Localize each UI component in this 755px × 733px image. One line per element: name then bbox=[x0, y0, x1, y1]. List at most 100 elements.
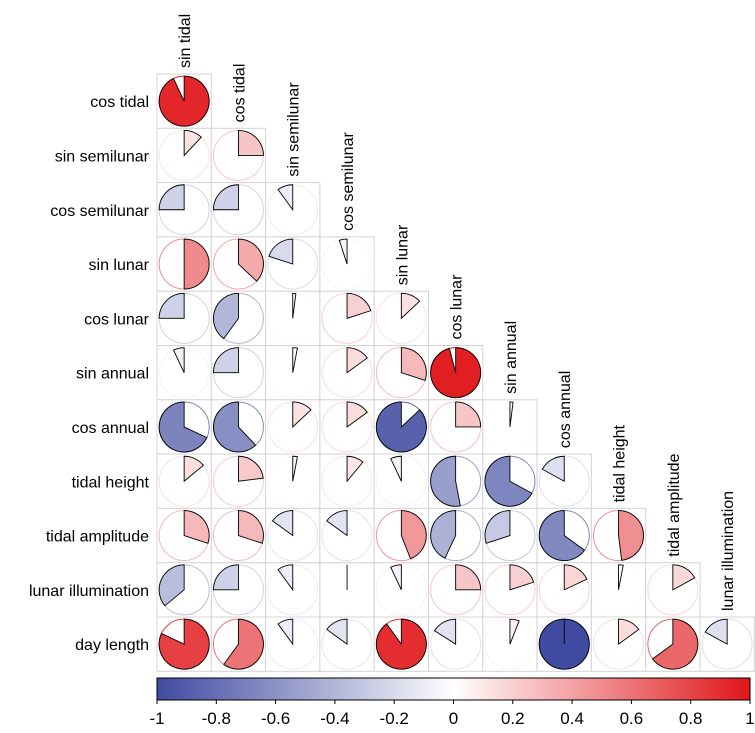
cell-tidal-height-vs-cos-tidal bbox=[210, 453, 267, 509]
row-label-cos-lunar: cos lunar bbox=[84, 311, 150, 328]
correlation-pie bbox=[538, 510, 586, 561]
cell-cos-annual-vs-sin-semilunar bbox=[265, 399, 321, 455]
correlation-pie bbox=[158, 292, 185, 319]
cell-tidal-amplitude-vs-sin-semilunar bbox=[265, 507, 321, 564]
cell-day-length-vs-tidal-height bbox=[590, 616, 647, 672]
cell-sin-annual-vs-cos-tidal bbox=[210, 345, 267, 401]
cell-tidal-amplitude-vs-sin-annual bbox=[482, 507, 538, 564]
colorbar-tick-label: -1 bbox=[149, 709, 164, 728]
row-label-sin-annual: sin annual bbox=[76, 366, 149, 383]
correlation-pie bbox=[183, 129, 202, 157]
colorbar-tick-label: -0.6 bbox=[261, 709, 290, 728]
cell-lunar-illumination-vs-sin-lunar bbox=[373, 562, 430, 618]
row-label-sin-semilunar: sin semilunar bbox=[55, 148, 150, 165]
cell-cos-semilunar-vs-sin-semilunar bbox=[265, 182, 321, 238]
correlation-pie bbox=[223, 618, 264, 670]
column-label-sin-tidal: sin tidal bbox=[177, 14, 194, 68]
cell-lunar-illumination-vs-cos-tidal bbox=[210, 562, 267, 618]
colorbar-tick-label: 0 bbox=[449, 709, 458, 728]
correlation-pie bbox=[212, 292, 239, 340]
correlation-pie bbox=[618, 618, 640, 646]
colorbar-tick-label: 0.6 bbox=[620, 709, 644, 728]
column-label-tidal-height: tidal height bbox=[612, 424, 629, 502]
correlation-pie bbox=[158, 564, 185, 607]
cell-cos-semilunar-vs-sin-tidal bbox=[156, 182, 212, 238]
correlation-pie bbox=[238, 510, 264, 544]
cell-lunar-illumination-vs-tidal-height bbox=[590, 562, 647, 618]
correlation-pie bbox=[183, 510, 210, 544]
cell-cos-annual-vs-sin-annual bbox=[482, 399, 538, 455]
cell-day-length-vs-cos-lunar bbox=[428, 616, 484, 672]
cell-tidal-height-vs-cos-annual bbox=[536, 453, 592, 509]
correlation-pie bbox=[346, 347, 368, 374]
cell-day-length-vs-sin-lunar bbox=[373, 616, 430, 672]
cell-tidal-amplitude-vs-sin-lunar bbox=[373, 507, 430, 564]
row-label-cos-annual: cos annual bbox=[72, 420, 149, 437]
correlation-pie bbox=[430, 347, 482, 399]
cell-tidal-height-vs-sin-annual bbox=[482, 453, 538, 509]
cell-cos-annual-vs-cos-tidal bbox=[210, 399, 267, 455]
cell-tidal-amplitude-vs-sin-tidal bbox=[156, 507, 212, 564]
cell-cos-annual-vs-sin-tidal bbox=[156, 399, 212, 455]
correlation-pie bbox=[346, 292, 372, 319]
correlation-pie bbox=[509, 564, 535, 591]
correlation-pie bbox=[704, 618, 728, 645]
cell-sin-lunar-vs-sin-semilunar bbox=[265, 236, 321, 292]
row-label-cos-tidal: cos tidal bbox=[90, 94, 149, 111]
cell-tidal-height-vs-sin-lunar bbox=[373, 453, 430, 509]
correlation-pie bbox=[430, 510, 457, 559]
correlation-pie bbox=[158, 184, 185, 211]
column-label-cos-tidal: cos tidal bbox=[231, 64, 248, 123]
colorbar-tick-label: 0.8 bbox=[679, 709, 703, 728]
correlation-pie bbox=[390, 455, 402, 482]
cell-day-length-vs-lunar-illumination bbox=[699, 616, 755, 672]
correlation-pie bbox=[433, 618, 457, 645]
column-labels: sin tidal cos tidal sin semilunar cos semil… bbox=[177, 14, 737, 611]
cell-sin-semilunar-vs-cos-tidal bbox=[210, 127, 267, 184]
cell-tidal-amplitude-vs-cos-annual bbox=[536, 507, 592, 564]
cell-cos-lunar-vs-sin-semilunar bbox=[265, 290, 321, 347]
cell-sin-annual-vs-sin-semilunar bbox=[265, 345, 321, 401]
correlation-pie bbox=[326, 618, 348, 646]
correlation-pie bbox=[158, 75, 210, 127]
colorbar-tick-label: 1 bbox=[745, 709, 754, 728]
correlation-pie bbox=[277, 184, 294, 212]
cell-tidal-amplitude-vs-cos-tidal bbox=[210, 507, 267, 564]
cell-lunar-illumination-vs-cos-semilunar bbox=[319, 562, 375, 618]
correlation-pie bbox=[672, 564, 696, 591]
colorbar-tick-label: -0.8 bbox=[202, 709, 231, 728]
cell-cos-lunar-vs-cos-semilunar bbox=[319, 290, 375, 347]
cell-tidal-amplitude-vs-tidal-height bbox=[590, 507, 647, 564]
correlation-pie bbox=[326, 510, 348, 537]
cell-lunar-illumination-vs-sin-tidal bbox=[156, 562, 212, 618]
cell-lunar-illumination-vs-sin-semilunar bbox=[265, 562, 321, 618]
row-label-lunar-illumination: lunar illumination bbox=[29, 583, 149, 600]
correlation-pie bbox=[400, 292, 421, 320]
column-label-sin-semilunar: sin semilunar bbox=[286, 82, 303, 177]
correlation-pie bbox=[541, 455, 565, 483]
row-label-day-length: day length bbox=[75, 637, 149, 654]
cell-cos-tidal-vs-sin-tidal bbox=[156, 73, 212, 129]
cell-sin-semilunar-vs-sin-tidal bbox=[156, 127, 212, 184]
cell-lunar-illumination-vs-cos-lunar bbox=[428, 562, 484, 618]
colorbar bbox=[156, 677, 751, 701]
colorbar-tick-label: -0.4 bbox=[320, 709, 349, 728]
column-label-tidal-amplitude: tidal amplitude bbox=[666, 453, 683, 556]
correlation-pie bbox=[158, 401, 208, 453]
correlation-pie bbox=[484, 455, 533, 507]
cell-cos-semilunar-vs-cos-tidal bbox=[210, 182, 267, 238]
column-label-cos-semilunar: cos semilunar bbox=[340, 132, 357, 231]
cell-day-length-vs-cos-tidal bbox=[210, 616, 267, 672]
column-label-cos-lunar: cos lunar bbox=[449, 274, 466, 340]
correlation-pie bbox=[238, 455, 264, 482]
cell-cos-lunar-vs-sin-tidal bbox=[156, 290, 212, 347]
correlation-pie bbox=[277, 564, 294, 592]
correlation-pie bbox=[375, 618, 427, 670]
cell-tidal-height-vs-cos-semilunar bbox=[319, 453, 375, 509]
colorbar-tick-label: -0.2 bbox=[380, 709, 409, 728]
correlation-pie bbox=[651, 618, 699, 670]
correlation-pie bbox=[455, 564, 482, 591]
correlation-pie bbox=[277, 618, 294, 646]
correlation-pie bbox=[509, 618, 520, 645]
